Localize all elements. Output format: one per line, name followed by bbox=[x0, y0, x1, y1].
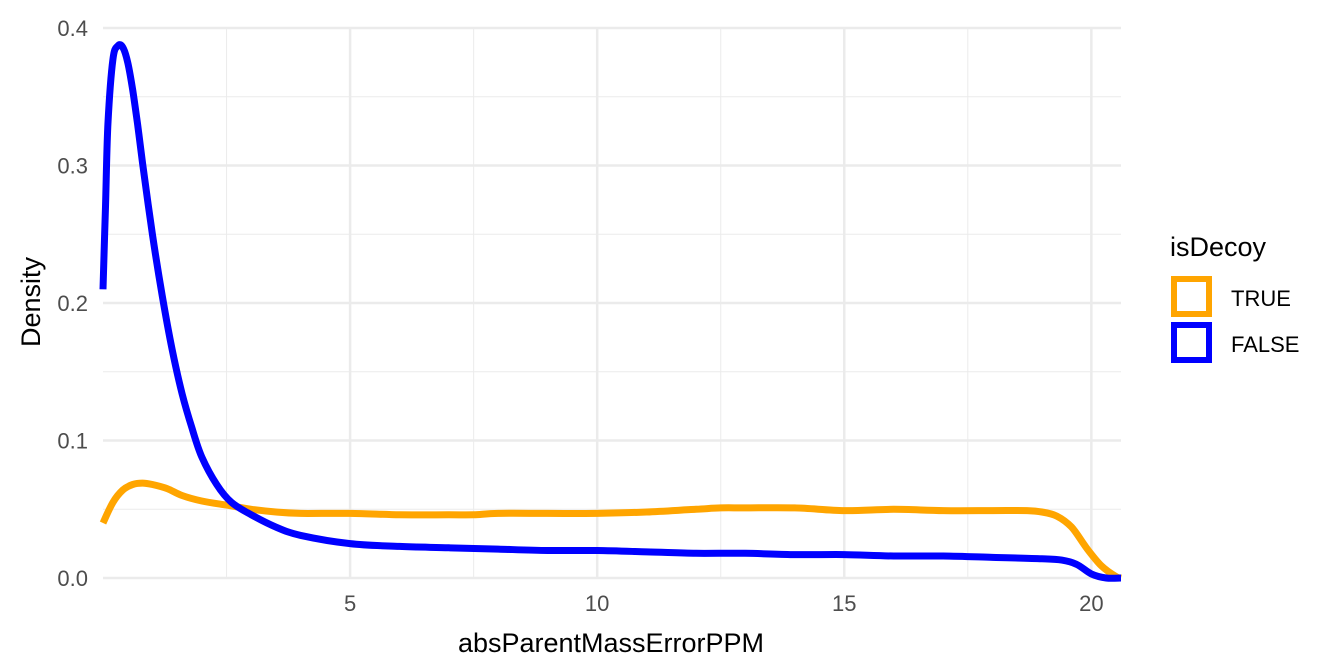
x-tick-label: 10 bbox=[585, 591, 609, 616]
legend-title: isDecoy bbox=[1170, 232, 1267, 262]
legend-key-false bbox=[1171, 322, 1212, 363]
y-tick-label: 0.0 bbox=[57, 566, 88, 591]
y-tick-label: 0.3 bbox=[57, 154, 88, 179]
x-tick-label: 5 bbox=[344, 591, 356, 616]
x-axis-title: absParentMassErrorPPM bbox=[458, 628, 764, 658]
x-tick-label: 15 bbox=[832, 591, 856, 616]
y-tick-label: 0.4 bbox=[57, 16, 88, 41]
density-line-true bbox=[99, 479, 1122, 582]
legend-label-false: FALSE bbox=[1231, 332, 1299, 357]
series-layer bbox=[99, 41, 1122, 582]
density-line-false bbox=[99, 41, 1122, 582]
legend: isDecoy TRUE FALSE bbox=[1170, 232, 1299, 363]
grid-layer bbox=[103, 26, 1121, 580]
legend-key-true bbox=[1171, 276, 1212, 317]
legend-label-true: TRUE bbox=[1231, 286, 1291, 311]
x-tick-label: 20 bbox=[1079, 591, 1103, 616]
y-axis-title: Density bbox=[16, 256, 46, 347]
y-tick-label: 0.1 bbox=[57, 429, 88, 454]
y-tick-label: 0.2 bbox=[57, 291, 88, 316]
axis-layer: 5 10 15 20 0.0 0.1 0.2 0.3 0.4 bbox=[57, 16, 1103, 616]
